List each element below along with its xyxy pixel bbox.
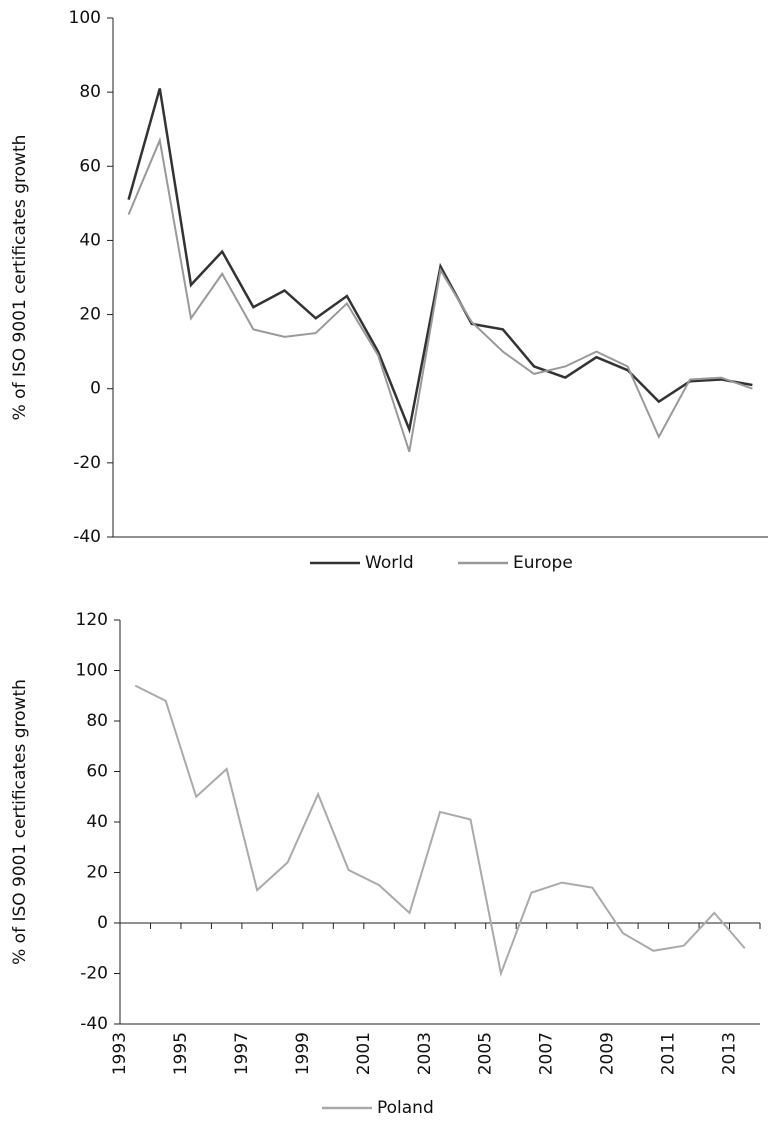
series-line — [127, 88, 753, 434]
y-axis-label: % of ISO 9001 certificates growth — [10, 135, 30, 421]
y-tick-label: 120 — [76, 610, 108, 630]
y-tick-label: 100 — [69, 8, 101, 28]
y-tick-label: -20 — [73, 453, 101, 473]
y-tick-label: 0 — [97, 913, 108, 933]
legend-label: Europe — [513, 553, 573, 573]
y-tick-label: 60 — [79, 156, 101, 176]
x-tick-label: 2003 — [415, 1032, 435, 1075]
y-tick-label: -40 — [80, 1014, 108, 1034]
legend-label: World — [365, 553, 414, 573]
x-tick-label: 1995 — [171, 1032, 191, 1075]
x-tick-label: 2001 — [354, 1032, 374, 1075]
x-tick-label: 1993 — [110, 1032, 130, 1075]
y-tick-label: 20 — [79, 305, 101, 325]
y-tick-label: 80 — [79, 82, 101, 102]
x-tick-label: 2013 — [720, 1032, 740, 1075]
x-tick-label: 1999 — [293, 1032, 313, 1075]
x-tick-label: 1997 — [232, 1032, 252, 1075]
y-tick-label: -20 — [80, 964, 108, 984]
x-tick-label: 2005 — [476, 1032, 496, 1075]
y-tick-label: -40 — [73, 527, 101, 547]
y-tick-label: 80 — [86, 711, 108, 731]
series-line — [134, 684, 746, 978]
y-tick-label: 100 — [76, 661, 108, 681]
y-tick-label: 20 — [86, 863, 108, 883]
x-tick-label: 2007 — [537, 1032, 557, 1075]
y-tick-label: 40 — [86, 812, 108, 832]
legend-label: Poland — [377, 1098, 434, 1118]
y-tick-label: 40 — [79, 230, 101, 250]
y-axis-label: % of ISO 9001 certificates growth — [10, 679, 30, 965]
x-tick-label: 2011 — [659, 1032, 679, 1075]
series-line — [127, 136, 753, 453]
y-tick-label: 60 — [86, 762, 108, 782]
y-tick-label: 0 — [90, 379, 101, 399]
x-tick-label: 2009 — [598, 1032, 618, 1075]
